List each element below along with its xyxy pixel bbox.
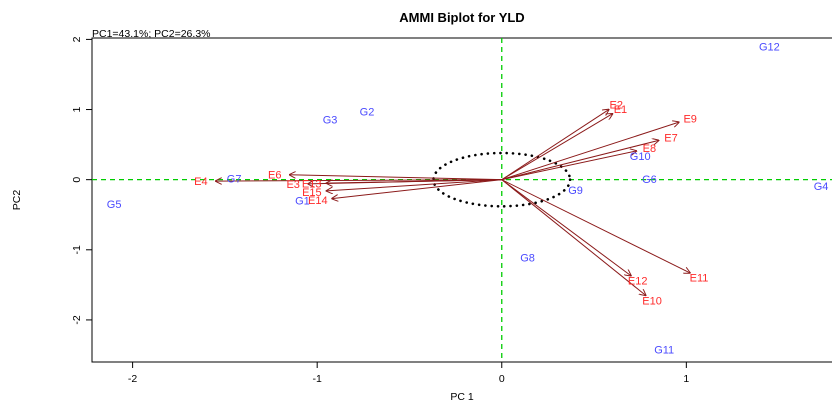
y-tick-label: 1 bbox=[71, 106, 83, 112]
genotype-label: G4 bbox=[814, 181, 829, 193]
dotted-circle bbox=[432, 151, 572, 208]
environment-label: E11 bbox=[690, 272, 709, 284]
genotype-labels: G12 G2 G3 G10 G6 G4 G9 G7 G5 G1 G8 G11 bbox=[107, 41, 829, 356]
genotype-label: G7 bbox=[227, 173, 242, 185]
vector-e8 bbox=[501, 151, 637, 181]
y-tick-label: -2 bbox=[71, 315, 83, 324]
vector-e4 bbox=[216, 180, 502, 181]
environment-label: E10 bbox=[642, 295, 662, 307]
environment-label: E1 bbox=[614, 104, 627, 116]
vector-e2 bbox=[501, 110, 609, 181]
plot-frame bbox=[91, 37, 832, 363]
genotype-label: G3 bbox=[323, 114, 338, 126]
y-tick-label: -1 bbox=[71, 245, 83, 254]
vector-e1 bbox=[501, 114, 613, 181]
environment-label: E12 bbox=[628, 276, 648, 288]
environment-label: E2 bbox=[609, 100, 622, 112]
vector-e9 bbox=[501, 122, 679, 181]
genotype-label: G5 bbox=[107, 199, 122, 211]
reference-circle bbox=[432, 151, 572, 208]
y-axis-label: PC2 bbox=[11, 190, 23, 211]
y-tick-label: 0 bbox=[71, 177, 83, 183]
vector-e10 bbox=[501, 179, 646, 296]
environment-vectors bbox=[216, 110, 690, 296]
x-axis-label: PC 1 bbox=[450, 391, 474, 403]
vector-e15 bbox=[326, 179, 502, 191]
x-tick-label: -2 bbox=[128, 373, 137, 385]
x-axis: -2 -1 0 1 bbox=[128, 362, 689, 385]
genotype-label: G10 bbox=[630, 151, 651, 163]
genotype-label: G11 bbox=[654, 344, 674, 356]
genotype-label: G8 bbox=[520, 253, 535, 265]
genotype-label: G2 bbox=[360, 107, 375, 119]
genotype-label: G9 bbox=[568, 185, 583, 197]
y-axis: 2 1 0 -1 -2 bbox=[71, 36, 92, 325]
genotype-label: G6 bbox=[642, 174, 657, 186]
genotype-label: G1 bbox=[295, 196, 310, 208]
x-tick-label: -1 bbox=[313, 373, 322, 385]
x-tick-label: 1 bbox=[683, 373, 689, 385]
reference-lines bbox=[92, 38, 832, 362]
environment-label: E15 bbox=[302, 187, 322, 199]
x-tick-label: 0 bbox=[499, 373, 505, 385]
vector-e11 bbox=[501, 179, 690, 273]
vector-e6 bbox=[289, 175, 502, 181]
chart-subtitle: PC1=43.1%; PC2=26.3% bbox=[92, 28, 211, 40]
environment-label: E3 bbox=[286, 179, 299, 191]
vector-e14 bbox=[332, 179, 502, 199]
vector-e13 bbox=[326, 179, 502, 184]
vector-e7 bbox=[501, 140, 659, 181]
environment-label: E6 bbox=[268, 169, 281, 181]
environment-label: E9 bbox=[683, 114, 696, 126]
genotype-label: G12 bbox=[759, 41, 780, 53]
environment-label: E4 bbox=[194, 176, 207, 188]
chart-title: AMMI Biplot for YLD bbox=[399, 10, 524, 25]
environment-label: E7 bbox=[664, 132, 677, 144]
environment-label: E13 bbox=[302, 178, 322, 190]
vector-e12 bbox=[501, 179, 631, 276]
environment-label: E14 bbox=[308, 195, 328, 207]
y-tick-label: 2 bbox=[71, 36, 83, 42]
environment-label: E8 bbox=[643, 143, 656, 155]
